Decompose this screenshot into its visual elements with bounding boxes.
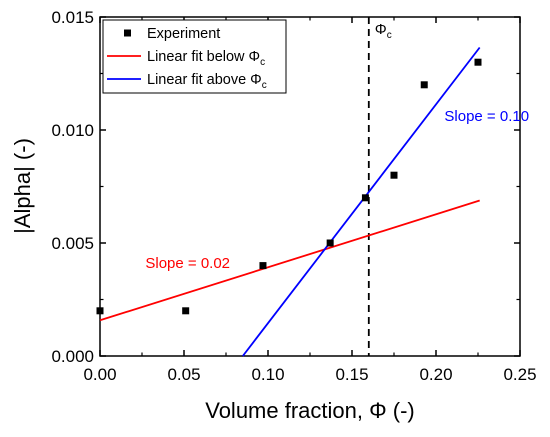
legend-label-experiment: Experiment [147,26,220,42]
x-tick-label: 0.20 [419,365,452,384]
y-tick-label: 0.010 [51,121,94,140]
data-point [96,307,104,315]
slope-label-above: Slope = 0.10 [444,108,529,125]
x-tick-label: 0.25 [503,365,536,384]
x-axis-title: Volume fraction, Φ (-) [205,398,415,423]
legend-label-below: Linear fit below Φc [147,49,265,68]
axes: 0.00 0.05 0.10 0.15 0.20 0.25 0.000 0.005 0.010 0… [51,8,536,384]
fit-line-above [242,46,481,357]
legend-label-below-main: Linear fit below Φ [147,49,260,65]
y-tick-label: 0.005 [51,234,94,253]
critical-fraction-label: Φc [375,21,392,41]
y-tick-label: 0.000 [51,347,94,366]
x-tick-label: 0.10 [251,365,284,384]
fit-line-below [99,199,480,322]
data-point [326,239,334,247]
data-point [182,307,190,315]
y-tick-label: 0.015 [51,8,94,27]
critical-fraction-label-main: Φ [375,21,387,38]
data-point [420,81,428,89]
data-point [361,194,369,202]
plot-area: Φc Slope = 0.02 Slope = 0.10 [96,17,529,357]
x-tick-label: 0.15 [335,365,368,384]
critical-fraction-label-sub: c [387,30,392,41]
x-tick-label: 0.05 [167,365,200,384]
data-point [259,262,267,270]
x-tick-label: 0.00 [83,365,116,384]
data-point [474,58,482,66]
legend-label-above: Linear fit above Φc [147,72,267,91]
legend-label-above-main: Linear fit above Φ [147,72,262,88]
y-axis-title: |Alpha| (-) [10,138,35,234]
slope-label-below: Slope = 0.02 [145,255,230,272]
legend-label-below-sub: c [260,57,265,68]
legend-marker-experiment [124,29,131,37]
data-point [390,171,398,179]
legend-label-above-sub: c [262,80,267,91]
